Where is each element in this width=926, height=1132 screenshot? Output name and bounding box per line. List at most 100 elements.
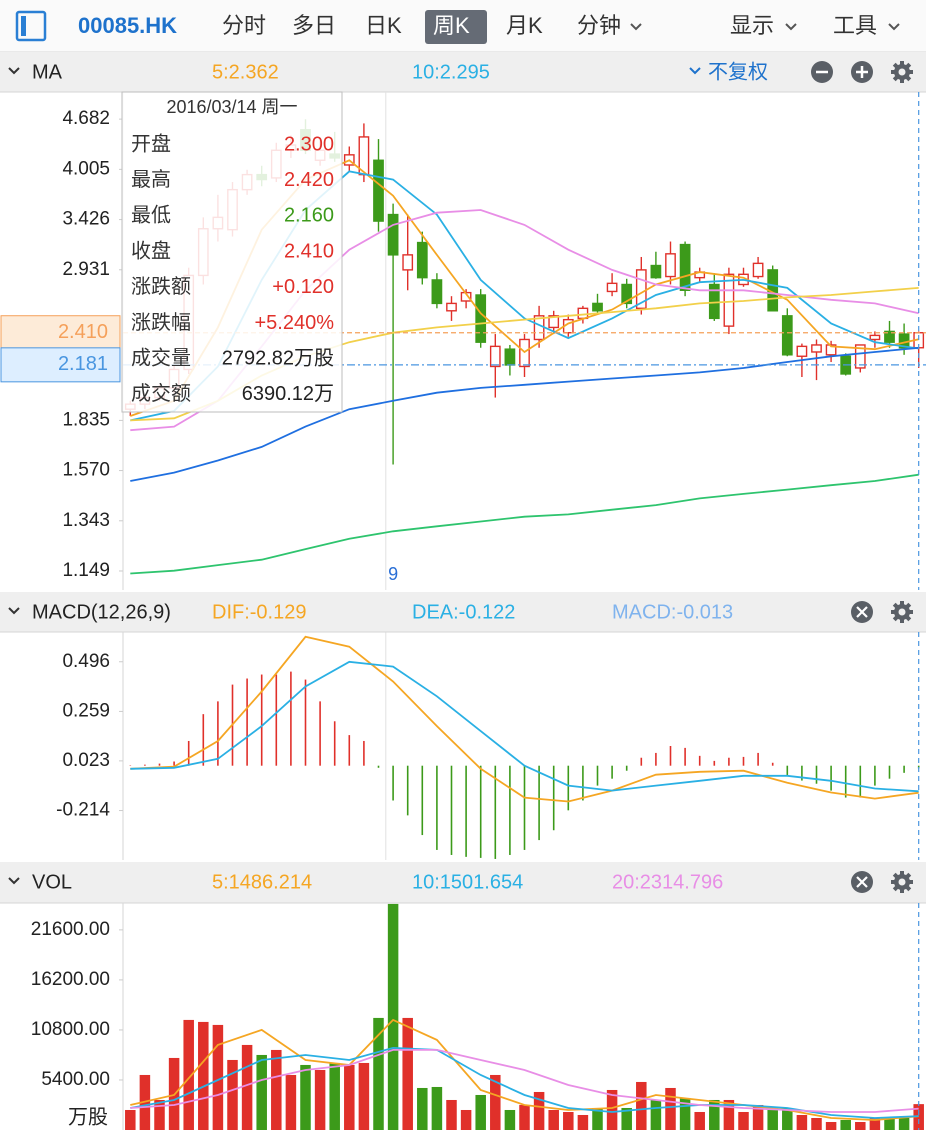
candle-body [431, 279, 443, 305]
chevron [8, 877, 20, 885]
candle-body [475, 294, 487, 343]
tooltip-value: +0.120 [272, 276, 334, 298]
x-tick-label: 9 [388, 564, 398, 584]
y-tick-label: 2.931 [62, 259, 110, 280]
menu[interactable]: 工具 [833, 13, 877, 38]
adjust-menu[interactable]: 不复权 [708, 60, 768, 83]
tooltip-label: 最低 [131, 204, 171, 227]
chevron [689, 67, 701, 75]
legend-entry: 5:2.362 [212, 61, 279, 83]
sidebar-icon[interactable] [15, 10, 47, 42]
volume-bar [679, 1097, 691, 1130]
y-tick-label: -0.214 [56, 800, 110, 821]
y-tick-label: 21600.00 [31, 919, 110, 940]
chevron [8, 67, 20, 75]
gear-hole [898, 878, 906, 886]
close-icon-b [856, 876, 868, 888]
menu[interactable]: 显示 [730, 13, 774, 38]
candle-body [679, 243, 691, 291]
volume-bar [475, 1094, 486, 1130]
volume-bar [314, 1069, 326, 1130]
y-tick-label: 0.496 [62, 651, 110, 672]
tab[interactable]: 多日 [292, 13, 336, 38]
tooltip-value: 6390.12万 [242, 383, 334, 405]
volume-bar [300, 1064, 311, 1130]
tooltip-date: 2016/03/14 周一 [166, 97, 297, 117]
candle-body [577, 307, 589, 320]
legend-entry: 10:2.295 [412, 61, 490, 83]
legend-entry: DEA:-0.122 [412, 601, 515, 623]
volume-bar [621, 1107, 632, 1130]
tooltip-value: 2.300 [284, 133, 334, 155]
volume-bar [125, 1109, 136, 1130]
candle-body [416, 241, 428, 279]
y-tick-label: 1.570 [62, 460, 110, 481]
price-marker-box [0, 347, 121, 383]
tab[interactable]: 月K [506, 13, 543, 38]
candle-body [621, 283, 633, 305]
candle-body [402, 254, 414, 271]
price-marker-box [0, 315, 121, 351]
tooltip-label: 涨跌额 [131, 275, 191, 298]
volume-bar [241, 1044, 253, 1130]
tooltip-bg [121, 91, 343, 413]
chevron [630, 23, 642, 31]
candle-body [723, 273, 735, 327]
panel-title: VOL [32, 871, 72, 893]
panel-header-bg [0, 52, 926, 92]
volume-bar [431, 1086, 443, 1130]
volume-bar [752, 1104, 764, 1130]
tooltip-value: 2.160 [284, 205, 334, 227]
volume-bar [460, 1109, 472, 1130]
legend-entry: MACD:-0.013 [612, 601, 733, 623]
volume-bar [417, 1087, 428, 1130]
tooltip-label: 开盘 [131, 132, 171, 155]
candle-body [387, 213, 399, 256]
tab[interactable]: 分时 [222, 13, 266, 38]
tooltip-value: 2.410 [284, 240, 334, 262]
candle-body [373, 159, 384, 222]
chevron [8, 607, 20, 615]
volume-bar [358, 1062, 370, 1130]
chevron [888, 23, 900, 31]
volume-bar [373, 1017, 384, 1130]
volume-bar [519, 1104, 530, 1130]
legend-entry: 5:1486.214 [212, 871, 312, 893]
candle-body [504, 348, 516, 366]
volume-bar [227, 1059, 238, 1130]
ma-line [130, 635, 919, 803]
volume-bar [636, 1081, 647, 1130]
legend-entry: DIF:-0.129 [212, 601, 306, 623]
volume-bar [825, 1121, 837, 1130]
tab[interactable]: 分钟 [577, 13, 621, 38]
y-tick-label: 10800.00 [31, 1019, 110, 1040]
volume-bar [650, 1099, 662, 1130]
chevron [785, 23, 797, 31]
candle-body [446, 302, 457, 312]
candle-body [606, 282, 618, 293]
ma-line [130, 1046, 919, 1119]
y-tick-label: 0.023 [62, 750, 110, 771]
volume-bar [183, 1019, 194, 1130]
volume-bar [738, 1111, 749, 1130]
panel-header-bg [0, 862, 926, 903]
volume-bar [387, 903, 399, 1130]
active-tab-bg [425, 10, 487, 44]
y-tick-label: 5400.00 [41, 1069, 110, 1090]
volume-bar [563, 1111, 574, 1130]
tab[interactable]: 周K [433, 13, 470, 38]
tab[interactable]: 日K [365, 13, 402, 38]
volume-bar [869, 1117, 881, 1130]
candle-body [781, 315, 793, 356]
y-tick-label: 4.005 [62, 158, 110, 179]
y-tick-label: 3.426 [62, 209, 110, 230]
volume-bar [606, 1089, 618, 1130]
volume-bar [154, 1099, 165, 1130]
volume-bar [577, 1114, 589, 1130]
panel-title: MACD(12,26,9) [32, 601, 171, 623]
y-tick-label: 1.149 [62, 560, 110, 581]
volume-bar [796, 1114, 808, 1130]
symbol[interactable]: 00085.HK [78, 13, 177, 38]
